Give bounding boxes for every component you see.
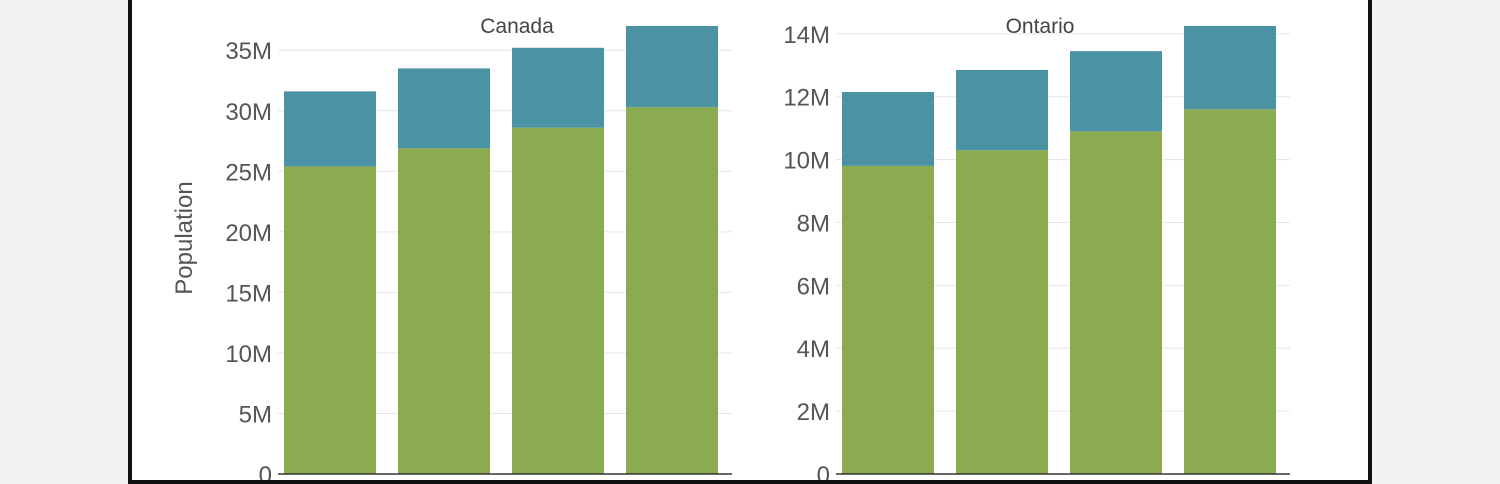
- canada-bar-1-segment-2: [284, 91, 376, 167]
- canada-bar-2-segment-1: [398, 148, 490, 475]
- ontario-y-tick-label: 8M: [797, 210, 830, 237]
- chart-panels: 0 5M 10M 15M 20M 25M 30M 35M 0 2M 4M 6M 8M 10M 12M 14M: [225, 22, 1290, 480]
- canada-y-tick-label: 15M: [225, 280, 272, 307]
- y-axis-label: Population: [171, 181, 198, 294]
- canada-y-tick-label: 30M: [225, 99, 272, 126]
- ontario-y-tick-label: 6M: [797, 273, 830, 300]
- ontario-bar-2-segment-1: [956, 150, 1048, 475]
- canada-y-tick-label: 25M: [225, 159, 272, 186]
- ontario-panel-title: Ontario: [1006, 15, 1075, 38]
- canada-bar-3-segment-2: [512, 47, 604, 128]
- ontario-y-tick-label: 10M: [783, 148, 830, 175]
- ontario-bar-2-segment-2: [956, 70, 1048, 151]
- ontario-bar-4-segment-1: [1184, 109, 1276, 474]
- ontario-bar-3-segment-2: [1070, 51, 1162, 132]
- ontario-bar-3-segment-1: [1070, 131, 1162, 474]
- ontario-bar-1-segment-2: [842, 92, 934, 166]
- canada-y-tick-label: 0: [259, 462, 272, 480]
- ontario-y-tick-label: 4M: [797, 336, 830, 363]
- ontario-y-tick-label: 14M: [783, 22, 830, 49]
- ontario-bar-1-segment-1: [842, 165, 934, 475]
- canada-bar-2-segment-2: [398, 68, 490, 149]
- ontario-y-tick-label: 2M: [797, 399, 830, 426]
- canada-bar-4-segment-1: [626, 107, 718, 474]
- canada-bar-1-segment-1: [284, 166, 376, 475]
- canada-y-tick-label: 20M: [225, 220, 272, 247]
- ontario-y-tick-label: 12M: [783, 85, 830, 112]
- canada-y-tick-label: 10M: [225, 341, 272, 368]
- chart-canvas: Canada Ontario Population 0 5M 10M 15M 20M 25…: [171, 15, 1290, 480]
- ontario-bar-4-segment-2: [1184, 26, 1276, 110]
- canada-y-tick-label: 5M: [239, 401, 272, 428]
- chart-frame: Canada Ontario Population 0 5M 10M 15M 20M 25…: [128, 0, 1372, 484]
- canada-y-tick-label: 35M: [225, 38, 272, 65]
- canada-bar-4-segment-2: [626, 26, 718, 108]
- ontario-y-tick-label: 0: [817, 462, 830, 480]
- canada-panel-title: Canada: [480, 15, 554, 38]
- canada-bar-3-segment-1: [512, 127, 604, 474]
